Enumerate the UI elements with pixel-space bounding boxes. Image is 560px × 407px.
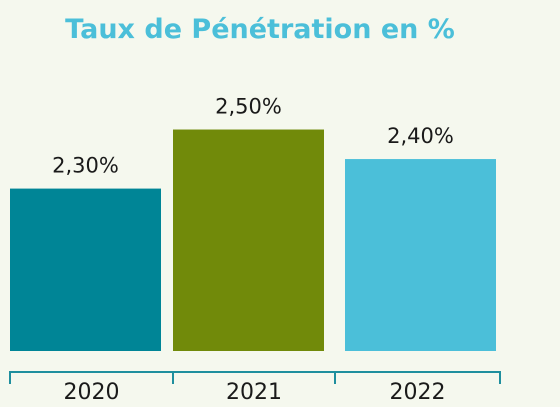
data-label-2021: 2,50%	[215, 95, 282, 119]
x-tick-label-2022: 2022	[390, 380, 446, 405]
chart-title: Taux de Pénétration en %	[65, 14, 455, 45]
bar-2021	[173, 129, 324, 351]
x-tick-label-2020: 2020	[64, 380, 120, 405]
bar-2022	[345, 159, 496, 351]
data-label-2022: 2,40%	[387, 124, 454, 148]
data-label-2020: 2,30%	[52, 154, 119, 178]
bar-2020	[10, 188, 161, 351]
x-tick-label-2021: 2021	[226, 380, 282, 405]
